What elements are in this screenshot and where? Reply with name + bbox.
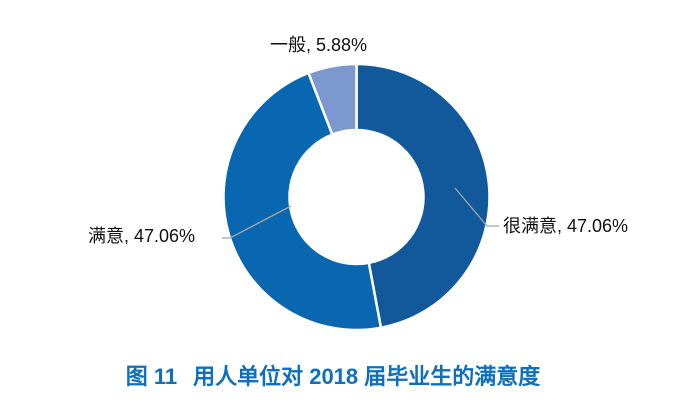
figure-number: 图 11 [125, 364, 178, 389]
slice-label-very-satisfied: 很满意, 47.06% [503, 216, 629, 236]
slice-label-satisfied: 满意, 47.06% [88, 226, 196, 246]
pie-slice-neutral [306, 62, 358, 137]
leader-line-satisfied [222, 205, 292, 239]
pie-slices [222, 62, 491, 332]
figure-caption: 图 11 用人单位对 2018 届毕业生的满意度 [0, 363, 666, 391]
pie-slice-very-satisfied [355, 62, 491, 330]
figure-title: 用人单位对 2018 届毕业生的满意度 [193, 364, 541, 389]
slice-label-neutral: 一般, 5.88% [270, 35, 368, 55]
pie-slice-satisfied [222, 71, 383, 332]
leader-line-very-satisfied [454, 187, 499, 227]
